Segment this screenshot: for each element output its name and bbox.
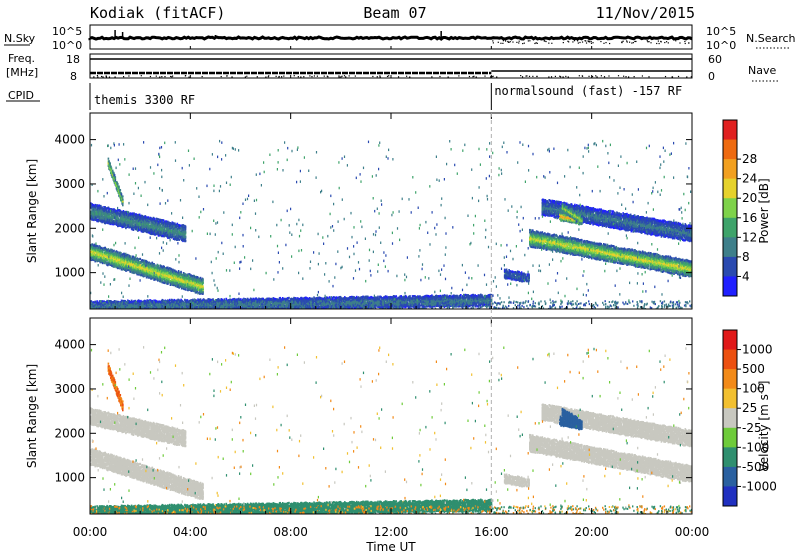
velocity-axes: 1000 2000 3000 4000	[54, 318, 693, 514]
x-tick-label: 08:00	[273, 525, 308, 539]
power-colorbar-swatch	[723, 237, 737, 258]
velocity-colorbar-tick: -1000	[742, 479, 777, 493]
y-tick-label: 2000	[54, 426, 85, 440]
cpid-mode-themis: themis 3300 RF	[94, 93, 195, 107]
power-colorbar-swatch	[723, 159, 737, 180]
x-tick-label: 00:00	[73, 525, 108, 539]
power-colorbar-tick: 8	[742, 250, 750, 264]
nave-bottom-tick: 0	[708, 70, 715, 83]
y-tick-label: 4000	[54, 338, 85, 352]
y-tick-label: 4000	[54, 133, 85, 147]
nsky-label: N.Sky	[4, 32, 36, 45]
velocity-colorbar-swatch	[723, 349, 737, 370]
nsearch-label: N.Search	[746, 32, 796, 45]
y-tick-label: 3000	[54, 382, 85, 396]
x-tick-label: 12:00	[374, 525, 409, 539]
velocity-heatmap	[90, 346, 692, 514]
power-colorbar-swatch	[723, 198, 737, 219]
velocity-colorbar-tick: -500	[742, 460, 769, 474]
velocity-colorbar-swatch	[723, 408, 737, 429]
nave-label: Nave	[748, 64, 776, 77]
power-colorbar-swatch	[723, 217, 737, 238]
velocity-colorbar-tick: 25	[742, 401, 757, 415]
time-axis-ticks: 00:00 04:00 08:00 12:00 16:00 20:00 00:00	[73, 46, 710, 539]
velocity-colorbar-swatch	[723, 486, 737, 507]
velocity-colorbar-tick: 100	[742, 382, 765, 396]
nsky-top-tick: 10^5	[52, 25, 82, 38]
freq-label: Freq.	[8, 52, 35, 65]
freq-bottom-tick: 8	[70, 70, 77, 83]
freq-trace	[90, 58, 692, 78]
velocity-colorbar-tick: -25	[742, 421, 762, 435]
power-colorbar-tick: 24	[742, 172, 757, 186]
power-colorbar-tick: 20	[742, 191, 757, 205]
y-tick-label: 1000	[54, 266, 85, 280]
freq-top-tick: 18	[66, 53, 80, 66]
y-tick-label: 2000	[54, 221, 85, 235]
velocity-colorbar-label: Velocity [m s-1]	[757, 381, 771, 472]
velocity-colorbar-tick: -100	[742, 440, 769, 454]
velocity-colorbar-swatch	[723, 427, 737, 448]
velocity-colorbar: -1000 -500 -100 -25 25 100 500 1000	[722, 329, 777, 507]
x-tick-label: 00:00	[675, 525, 710, 539]
power-ylabel: Slant Range [km]	[25, 159, 39, 263]
power-colorbar-swatch	[723, 256, 737, 277]
x-tick-label: 20:00	[574, 525, 609, 539]
beam-title: Beam 07	[363, 4, 426, 22]
nsky-bottom-tick: 10^0	[52, 39, 82, 52]
power-colorbar-swatch	[723, 139, 737, 160]
power-colorbar-swatch	[723, 276, 737, 297]
velocity-ylabel: Slant Range [km]	[25, 364, 39, 468]
power-colorbar-tick: 16	[742, 211, 757, 225]
velocity-colorbar-swatch	[723, 466, 737, 487]
time-axis-label: Time UT	[365, 540, 416, 554]
power-colorbar: 4 8 12 16 20 24 28	[722, 119, 757, 297]
freq-unit-label: [MHz]	[6, 66, 38, 79]
power-colorbar-tick: 4	[742, 269, 750, 283]
nave-top-tick: 60	[708, 53, 722, 66]
velocity-colorbar-tick: 500	[742, 362, 765, 376]
x-tick-label: 16:00	[474, 525, 509, 539]
date-title: 11/Nov/2015	[596, 4, 695, 22]
power-colorbar-tick: 28	[742, 152, 757, 166]
cpid-label: CPID	[8, 89, 34, 102]
velocity-colorbar-swatch	[723, 330, 737, 351]
nsky-trace	[88, 30, 693, 45]
velocity-colorbar-tick: 1000	[742, 343, 773, 357]
y-tick-label: 3000	[54, 177, 85, 191]
velocity-colorbar-swatch	[723, 447, 737, 468]
nsearch-top-tick: 10^5	[706, 25, 736, 38]
power-colorbar-swatch	[723, 178, 737, 199]
station-title: Kodiak (fitACF)	[90, 4, 225, 22]
velocity-colorbar-swatch	[723, 369, 737, 390]
x-tick-label: 04:00	[173, 525, 208, 539]
freq-strip-frame	[89, 53, 693, 79]
velocity-colorbar-swatch	[723, 388, 737, 409]
y-tick-label: 1000	[54, 471, 85, 485]
nsearch-bottom-tick: 10^0	[706, 39, 736, 52]
power-colorbar-swatch	[723, 120, 737, 141]
power-colorbar-label: Power [dB]	[757, 178, 771, 243]
power-heatmap	[90, 139, 692, 309]
power-colorbar-tick: 12	[742, 230, 757, 244]
cpid-mode-normalsound: normalsound (fast) -157 RF	[494, 84, 682, 98]
